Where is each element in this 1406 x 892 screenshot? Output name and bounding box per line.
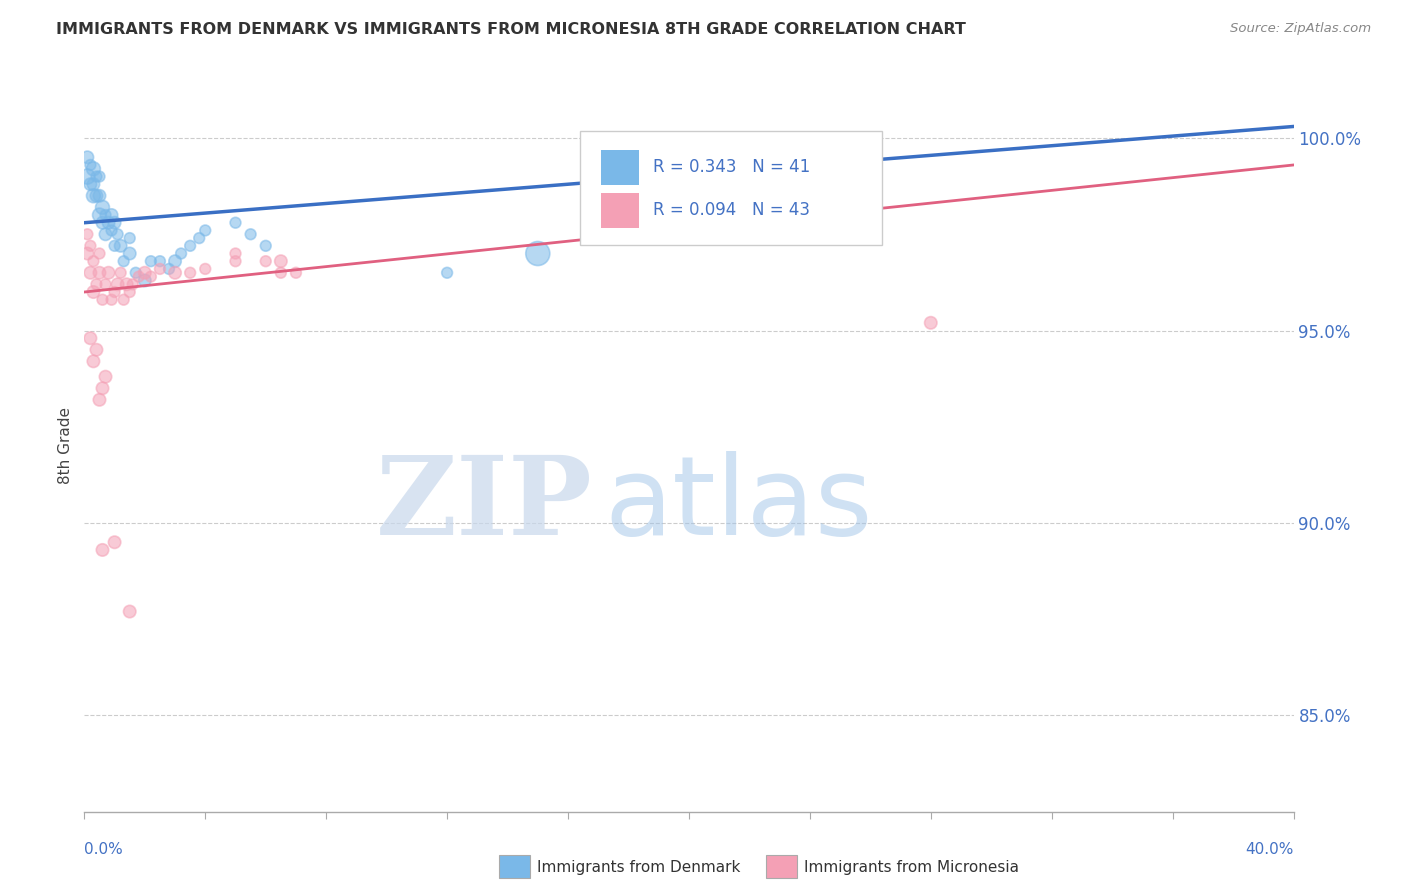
Point [82, 178, 104, 192]
Point [104, 216, 127, 230]
Point [170, 246, 193, 260]
Point [82, 188, 104, 202]
Point [86, 169, 108, 184]
Point [100, 223, 122, 237]
Point [112, 254, 135, 268]
Point [225, 216, 247, 230]
Point [79, 158, 101, 172]
Point [139, 269, 162, 284]
Point [118, 605, 141, 619]
Point [165, 254, 187, 268]
Point [436, 266, 458, 280]
Point [82, 254, 104, 268]
Point [134, 266, 156, 280]
Point [110, 266, 132, 280]
Point [194, 223, 217, 237]
Point [91, 200, 114, 214]
Point [225, 254, 247, 268]
Point [149, 254, 172, 268]
Point [104, 239, 127, 253]
Point [100, 293, 122, 307]
FancyBboxPatch shape [581, 131, 883, 244]
Point [94, 208, 117, 222]
Point [91, 216, 114, 230]
Point [527, 246, 550, 260]
Text: IMMIGRANTS FROM DENMARK VS IMMIGRANTS FROM MICRONESIA 8TH GRADE CORRELATION CHAR: IMMIGRANTS FROM DENMARK VS IMMIGRANTS FR… [56, 22, 966, 37]
Point [254, 254, 277, 268]
Point [188, 231, 211, 245]
Point [920, 316, 942, 330]
Text: Immigrants from Denmark: Immigrants from Denmark [537, 860, 741, 874]
Point [110, 239, 132, 253]
Point [76, 246, 98, 260]
Point [94, 369, 117, 384]
Point [97, 266, 120, 280]
Point [82, 285, 104, 299]
Point [82, 161, 104, 176]
Point [270, 266, 292, 280]
Point [239, 227, 262, 242]
Point [86, 277, 108, 292]
Point [104, 285, 127, 299]
Text: Immigrants from Micronesia: Immigrants from Micronesia [804, 860, 1019, 874]
Point [76, 150, 98, 164]
Point [89, 169, 111, 184]
FancyBboxPatch shape [600, 193, 640, 228]
Point [97, 216, 120, 230]
Point [89, 188, 111, 202]
Point [285, 266, 308, 280]
Point [76, 169, 98, 184]
Point [165, 266, 187, 280]
Text: atlas: atlas [605, 451, 873, 558]
Point [79, 331, 101, 345]
Text: 0.0%: 0.0% [84, 842, 124, 857]
Point [79, 178, 101, 192]
Text: R = 0.094   N = 43: R = 0.094 N = 43 [652, 202, 810, 219]
Point [121, 277, 143, 292]
Point [89, 246, 111, 260]
Point [139, 254, 162, 268]
Point [89, 208, 111, 222]
Point [157, 261, 180, 276]
Point [118, 246, 141, 260]
Point [128, 269, 150, 284]
Point [89, 266, 111, 280]
Point [134, 273, 156, 287]
Point [86, 343, 108, 357]
Point [79, 266, 101, 280]
Point [149, 261, 172, 276]
Point [86, 188, 108, 202]
Point [254, 239, 277, 253]
Point [118, 231, 141, 245]
Point [115, 277, 138, 292]
Point [100, 208, 122, 222]
Text: R = 0.343   N = 41: R = 0.343 N = 41 [652, 158, 810, 177]
Point [107, 227, 129, 242]
Point [94, 277, 117, 292]
FancyBboxPatch shape [600, 150, 640, 185]
Y-axis label: 8th Grade: 8th Grade [58, 408, 73, 484]
Point [112, 293, 135, 307]
Text: Source: ZipAtlas.com: Source: ZipAtlas.com [1230, 22, 1371, 36]
Point [118, 285, 141, 299]
Text: ZIP: ZIP [375, 451, 592, 558]
Point [270, 254, 292, 268]
Point [91, 293, 114, 307]
Point [107, 277, 129, 292]
Point [89, 392, 111, 407]
Point [94, 227, 117, 242]
Point [179, 239, 201, 253]
Point [91, 543, 114, 558]
Point [91, 381, 114, 395]
Text: 40.0%: 40.0% [1246, 842, 1294, 857]
Point [194, 261, 217, 276]
Point [225, 246, 247, 260]
Point [76, 227, 98, 242]
Point [104, 535, 127, 549]
Point [79, 239, 101, 253]
Point [179, 266, 201, 280]
Point [82, 354, 104, 368]
Point [125, 266, 148, 280]
